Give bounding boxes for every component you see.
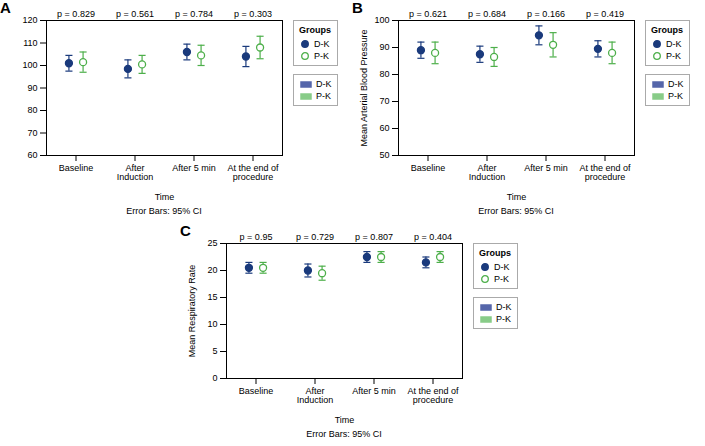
svg-text:120: 120 [22, 15, 37, 25]
svg-text:Time: Time [155, 192, 175, 202]
svg-text:Time: Time [335, 415, 355, 425]
svg-text:At the end ofprocedure: At the end ofprocedure [579, 163, 631, 182]
html-text:D-K: D-K [316, 79, 332, 89]
html-text:D-K: D-K [496, 302, 512, 312]
svg-text:p = 0.404: p = 0.404 [414, 232, 452, 242]
svg-text:p = 0.829: p = 0.829 [57, 9, 95, 19]
html-text:P-K: P-K [316, 91, 331, 101]
svg-text:25: 25 [207, 238, 217, 248]
svg-text:p = 0.166: p = 0.166 [527, 9, 565, 19]
svg-text:50: 50 [379, 150, 389, 160]
svg-text:Baseline: Baseline [239, 386, 274, 396]
svg-text:p = 0.419: p = 0.419 [586, 9, 624, 19]
html-text:P-K: P-K [314, 51, 329, 61]
svg-text:20: 20 [207, 265, 217, 275]
html-text:C: C [180, 222, 191, 239]
svg-text:70: 70 [27, 128, 37, 138]
svg-text:5: 5 [212, 346, 217, 356]
svg-text:10: 10 [207, 319, 217, 329]
svg-text:15: 15 [207, 292, 217, 302]
svg-text:p = 0.784: p = 0.784 [175, 9, 213, 19]
html-text:D-K: D-K [666, 39, 682, 49]
html-text:Groups: Groups [299, 25, 331, 35]
html-text:Error Bars: 95% CI: Error Bars: 95% CI [478, 206, 554, 216]
html-text:D-K: D-K [494, 262, 510, 272]
html-text:Error Bars: 95% CI: Error Bars: 95% CI [306, 429, 382, 439]
svg-text:0: 0 [212, 373, 217, 383]
html-text:P-K: P-K [496, 314, 511, 324]
svg-text:70: 70 [379, 96, 389, 106]
svg-text:p = 0.684: p = 0.684 [468, 9, 506, 19]
html-text:Groups: Groups [479, 248, 511, 258]
svg-text:Mean Respiratory Rate: Mean Respiratory Rate [187, 265, 197, 358]
svg-text:p = 0.621: p = 0.621 [409, 9, 447, 19]
svg-text:Mean Arterial Blood Pressure: Mean Arterial Blood Pressure [359, 29, 369, 146]
svg-text:90: 90 [27, 83, 37, 93]
svg-text:100: 100 [374, 15, 389, 25]
svg-text:AfterInduction: AfterInduction [469, 163, 506, 182]
svg-text:p = 0.95: p = 0.95 [240, 232, 273, 242]
html-text:P-K: P-K [668, 91, 683, 101]
svg-text:At the end ofprocedure: At the end ofprocedure [227, 163, 279, 182]
svg-text:100: 100 [22, 60, 37, 70]
svg-text:p = 0.303: p = 0.303 [234, 9, 272, 19]
html-text:Error Bars: 95% CI: Error Bars: 95% CI [126, 206, 202, 216]
svg-text:Baseline: Baseline [411, 163, 446, 173]
html-text:Groups: Groups [651, 25, 683, 35]
svg-text:60: 60 [379, 123, 389, 133]
svg-text:p = 0.807: p = 0.807 [355, 232, 393, 242]
svg-text:80: 80 [27, 105, 37, 115]
svg-text:80: 80 [379, 69, 389, 79]
html-text:P-K: P-K [666, 51, 681, 61]
svg-text:Baseline: Baseline [59, 163, 94, 173]
html-text:D-K: D-K [314, 39, 330, 49]
svg-text:Time: Time [507, 192, 527, 202]
svg-text:After 5 min: After 5 min [352, 386, 396, 396]
svg-text:90: 90 [379, 42, 389, 52]
svg-text:AfterInduction: AfterInduction [297, 386, 334, 405]
html-text:A: A [0, 0, 11, 16]
svg-text:At the end ofprocedure: At the end ofprocedure [407, 386, 459, 405]
svg-text:AfterInduction: AfterInduction [117, 163, 154, 182]
svg-text:60: 60 [27, 150, 37, 160]
svg-text:110: 110 [23, 38, 37, 48]
svg-text:p = 0.561: p = 0.561 [116, 9, 154, 19]
svg-text:After 5 min: After 5 min [172, 163, 216, 173]
svg-text:After 5 min: After 5 min [524, 163, 568, 173]
html-text:B: B [352, 0, 363, 16]
html-text:P-K: P-K [494, 274, 509, 284]
html-text:D-K: D-K [668, 79, 684, 89]
svg-text:p = 0.729: p = 0.729 [296, 232, 334, 242]
